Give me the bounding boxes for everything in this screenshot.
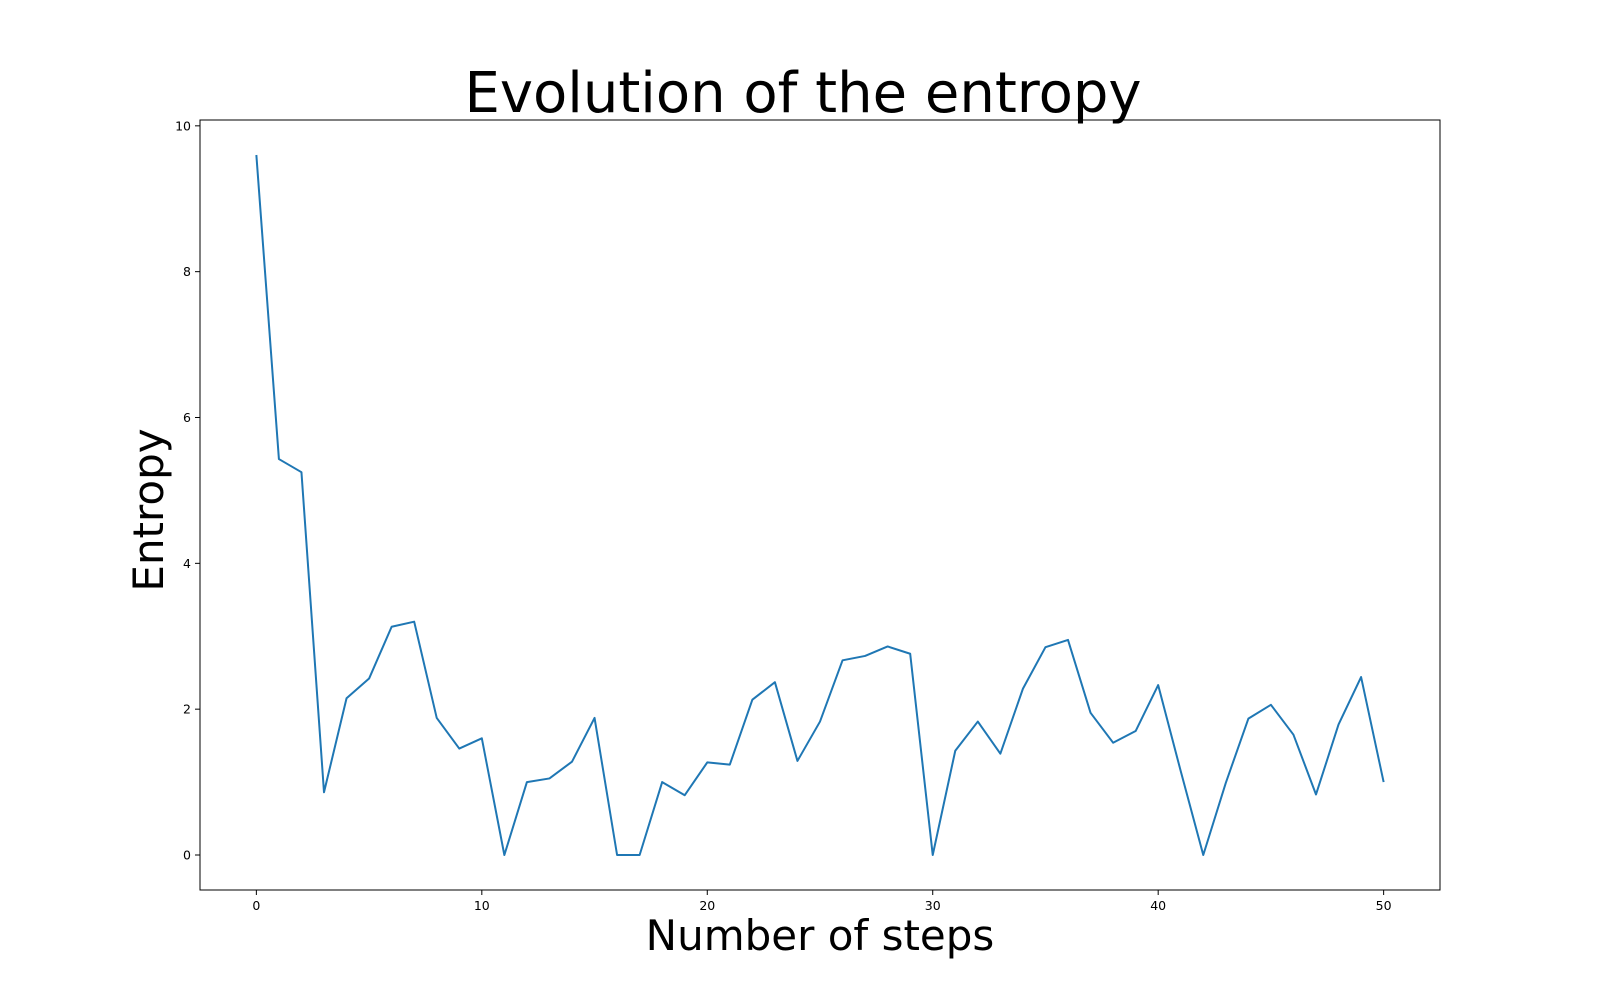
y-tick-label: 10 xyxy=(175,118,191,133)
x-tick-label: 40 xyxy=(1150,898,1166,913)
axis-ticks: 0 10 20 30 40 50 0 2 4 6 8 10 xyxy=(175,118,1392,913)
y-tick-label: 0 xyxy=(183,848,191,863)
y-tick-label: 8 xyxy=(183,264,191,279)
y-tick-label: 4 xyxy=(183,556,191,571)
x-tick-label: 20 xyxy=(699,898,715,913)
x-tick-label: 10 xyxy=(474,898,490,913)
series-layer xyxy=(255,154,1385,856)
plot-frame xyxy=(199,119,1441,891)
series-line xyxy=(255,154,1385,856)
y-tick-label: 6 xyxy=(183,410,191,425)
x-tick-label: 50 xyxy=(1376,898,1392,913)
y-axis-label: Entropy xyxy=(124,428,173,591)
x-tick-label: 30 xyxy=(925,898,941,913)
x-axis-label: Number of steps xyxy=(646,911,995,960)
x-tick-label: 0 xyxy=(252,898,260,913)
chart-title: Evolution of the entropy xyxy=(464,61,1141,126)
y-tick-label: 2 xyxy=(183,702,191,717)
